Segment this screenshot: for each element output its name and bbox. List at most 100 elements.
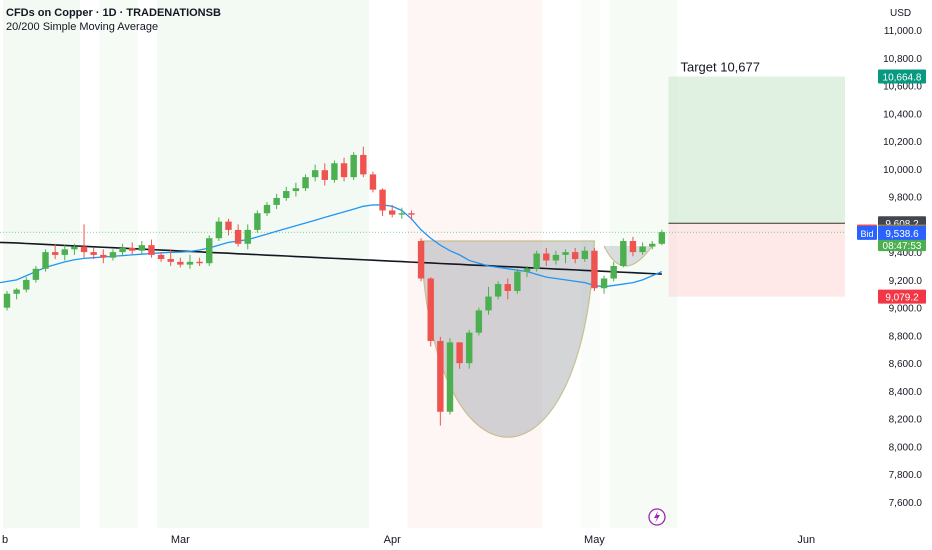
x-tick-label: May [584,534,605,546]
candle-body [629,241,637,253]
candle [446,338,454,415]
y-tick-label: 10,200.0 [883,137,922,148]
candle-body [244,229,251,244]
candle-body [514,271,521,291]
candle-body [446,342,454,412]
candle [109,249,117,261]
candle [369,171,377,193]
candle-body [562,252,569,255]
candle-body [119,247,126,253]
candle [90,247,97,260]
price-label-stop: 9,079.2 [878,289,926,304]
currency-label[interactable]: USD [890,8,912,19]
candle [389,204,396,218]
candle-body [350,154,357,178]
candle-body [196,261,203,264]
candle [13,288,20,300]
candle-body [234,229,242,244]
candle-body [302,177,309,189]
y-tick-label: 10,000.0 [883,165,922,176]
candle [350,152,357,180]
candle-body [283,191,290,198]
candle-body [552,254,560,261]
y-tick-label: 9,400.0 [889,248,923,259]
candle [32,266,40,283]
candle [514,268,521,294]
candle [263,202,271,217]
candle [456,342,463,369]
candle-body [408,213,415,215]
candle-body [389,210,396,215]
candle [360,146,367,178]
candle [3,290,11,311]
candle-body [42,252,49,269]
candle-body [369,174,377,190]
candle-body [649,243,656,247]
x-tick-label: b [2,534,8,546]
candle-body [206,238,213,264]
candle [552,250,560,265]
candle [475,307,483,336]
candle [408,210,415,221]
candle [119,243,126,257]
candle [71,243,78,255]
candle-body [340,163,348,178]
candle [523,266,531,278]
price-label-target: 10,664.8 [878,69,926,84]
candle [23,277,30,293]
candle-body [331,163,338,180]
candle-body [100,254,107,258]
candle [620,238,627,268]
y-tick-label: 7,600.0 [889,498,923,509]
candle [234,224,242,247]
candle [215,217,223,242]
candle-body [398,213,406,215]
sma20-line [0,204,663,288]
candle [186,254,194,269]
candle-body [639,246,646,253]
candle [254,210,261,233]
cup-pattern [420,240,596,438]
price-label-text: 10,664.8 [883,73,922,84]
candle [196,257,203,266]
candle [649,241,656,250]
candle-body [32,268,40,280]
candle [225,218,232,236]
candle-body [61,249,68,255]
candle [311,164,319,182]
candle [591,247,598,291]
candle [504,278,511,300]
y-tick-label: 7,800.0 [889,470,923,481]
price-label-bg [878,225,926,240]
candle-body [109,252,117,258]
candle [80,224,88,258]
candle-body [23,279,30,290]
candle-body [138,245,146,251]
candle-body [71,246,78,250]
session-band [3,0,81,528]
lightning-icon[interactable] [648,508,666,526]
target-zone [668,76,845,224]
chart-title: CFDs on Copper · 1D · TRADENATIONSB [6,7,221,19]
y-tick-label: 10,400.0 [883,109,922,120]
indicator-legend: 20/200 Simple Moving Average [6,21,159,33]
candle [244,224,251,250]
sma200-line [0,241,662,275]
candle [206,235,213,266]
candle [292,182,300,197]
candle-body [571,252,579,260]
price-label-bg [878,289,926,304]
candle-body [485,296,492,311]
y-tick-label: 8,400.0 [889,387,923,398]
y-tick-label: 9,800.0 [889,193,923,204]
candle-body [494,284,502,297]
candle-body [128,247,136,251]
y-tick-label: 9,000.0 [889,304,923,315]
candle-body [90,252,97,255]
price-tag-bg [857,225,877,240]
candle-body [311,170,319,178]
candle [427,277,434,347]
price-label-bid: 9,538.6 Bid [857,225,926,240]
y-tick-label: 11,000.0 [884,26,923,37]
